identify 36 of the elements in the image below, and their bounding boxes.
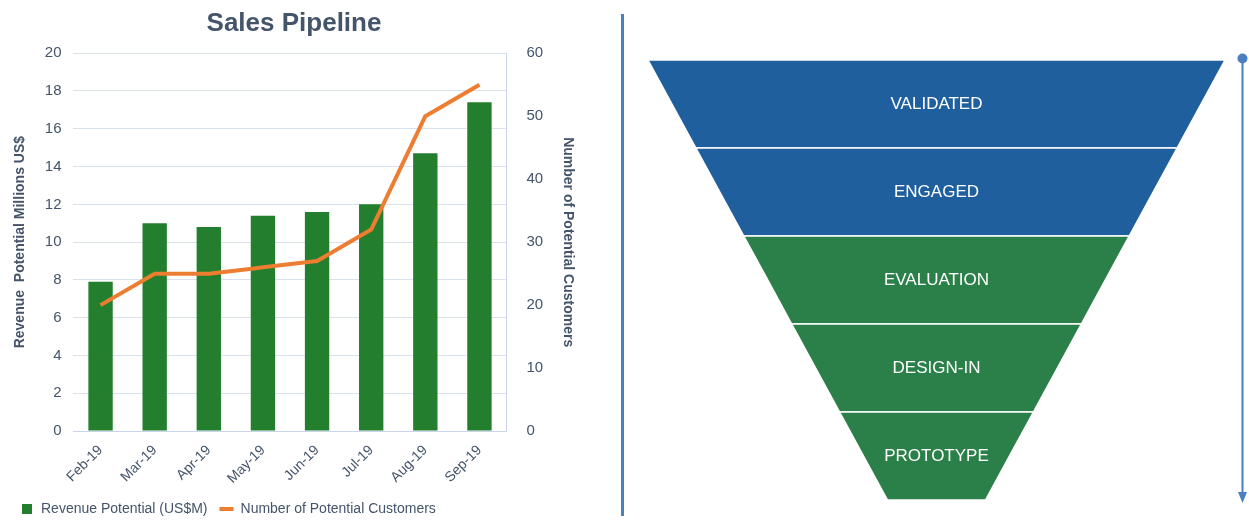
legend-label: Revenue Potential (US$M) [41,499,208,516]
y2-tick-label: 20 [526,295,544,313]
chart-title: Sales Pipeline [206,6,382,37]
y2-tick-label: 50 [526,106,544,124]
y-tick-label: 18 [44,81,62,99]
bar [250,215,276,431]
y-tick-label: 20 [44,43,62,61]
y-tick-label: 14 [44,156,62,174]
category-label: PROTOTYPE [884,445,989,465]
y-tick-label: 6 [53,307,62,325]
y2-tick-label: 60 [526,43,544,61]
y-tick-label: 8 [53,270,62,288]
category-label: EVALUATION [883,269,990,289]
y2-tick-label: 10 [526,358,544,376]
y2-tick-label: 40 [526,169,544,187]
y-tick-label: 16 [44,118,62,136]
y2-axis-title: Number of Potential Customers [560,137,577,348]
bar [359,204,384,431]
bar [304,211,330,431]
y2-tick-label: 0 [526,421,535,439]
y-tick-label: 12 [44,194,62,212]
category-label: ENGAGED [893,181,980,201]
category-label: DESIGN-IN [892,357,981,377]
y-tick-label: 10 [44,232,62,250]
category-label: VALIDATED [890,93,983,113]
y-tick-label: 4 [53,345,62,363]
y2-tick-label: 30 [526,232,544,250]
bar [88,281,113,431]
y-tick-label: 2 [53,383,62,401]
bar [142,223,167,431]
y-axis-title: Revenue Potential Millions US$ [11,135,28,349]
bar [196,227,221,431]
legend-label: Number of Potential Customers [240,499,436,516]
bar [467,102,492,431]
y-tick-label: 0 [53,421,62,439]
bar [413,153,438,431]
